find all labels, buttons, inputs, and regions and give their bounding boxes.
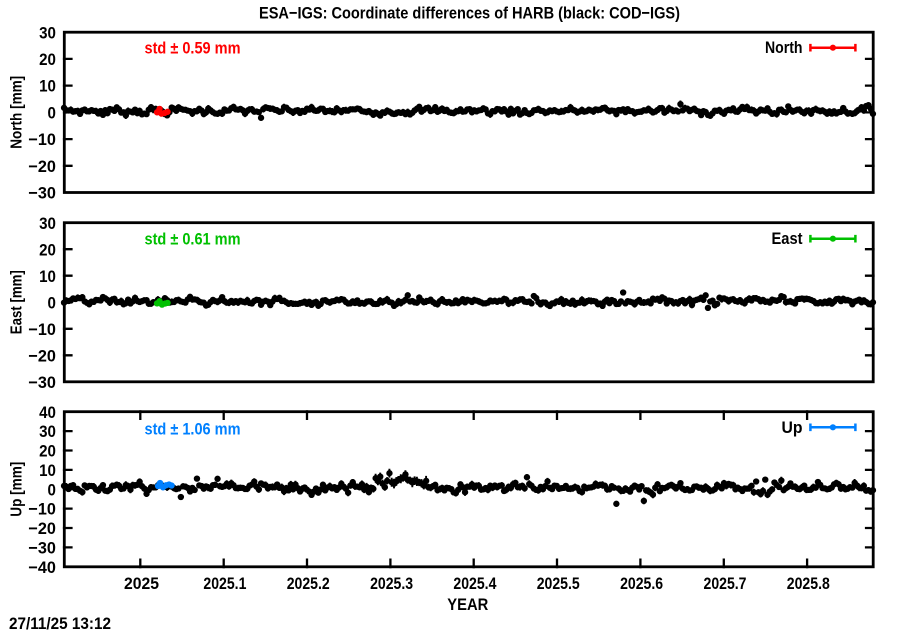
- svg-text:30: 30: [39, 214, 56, 233]
- svg-text:East: East: [772, 229, 803, 248]
- svg-text:10: 10: [39, 461, 56, 480]
- svg-text:2025.8: 2025.8: [787, 574, 830, 593]
- svg-text:20: 20: [39, 50, 56, 69]
- svg-text:std ± 1.06 mm: std ± 1.06 mm: [145, 419, 241, 438]
- svg-text:North: North: [765, 38, 803, 57]
- svg-text:2025.1: 2025.1: [203, 574, 246, 593]
- svg-text:2025.2: 2025.2: [287, 574, 330, 593]
- svg-text:0: 0: [48, 104, 56, 123]
- svg-text:−30: −30: [28, 373, 56, 392]
- svg-text:−40: −40: [28, 558, 56, 577]
- svg-text:10: 10: [39, 77, 56, 96]
- svg-text:2025.4: 2025.4: [453, 574, 496, 593]
- svg-text:−10: −10: [28, 130, 56, 149]
- svg-text:−10: −10: [28, 320, 56, 339]
- svg-text:0: 0: [48, 293, 56, 312]
- svg-text:std ± 0.61 mm: std ± 0.61 mm: [145, 229, 241, 248]
- svg-text:2025.6: 2025.6: [620, 574, 663, 593]
- svg-text:−30: −30: [28, 184, 56, 203]
- svg-text:27/11/25 13:12: 27/11/25 13:12: [9, 614, 111, 630]
- svg-text:−30: −30: [28, 539, 56, 558]
- svg-text:Up [mm]: Up [mm]: [9, 462, 26, 517]
- svg-text:2025: 2025: [124, 574, 159, 593]
- svg-text:20: 20: [39, 442, 56, 461]
- svg-text:2025.3: 2025.3: [370, 574, 413, 593]
- svg-text:−20: −20: [28, 519, 56, 538]
- svg-text:ESA−IGS: Coordinate difference: ESA−IGS: Coordinate differences of HARB …: [259, 4, 680, 23]
- svg-text:30: 30: [39, 422, 56, 441]
- svg-text:North [mm]: North [mm]: [9, 76, 26, 149]
- svg-text:2025.7: 2025.7: [704, 574, 747, 593]
- svg-text:20: 20: [39, 240, 56, 259]
- svg-text:0: 0: [48, 480, 56, 499]
- svg-text:−10: −10: [28, 500, 56, 519]
- svg-text:−20: −20: [28, 346, 56, 365]
- svg-text:YEAR: YEAR: [447, 595, 488, 614]
- svg-text:Up: Up: [782, 418, 803, 437]
- svg-text:−20: −20: [28, 157, 56, 176]
- svg-text:std ± 0.59 mm: std ± 0.59 mm: [145, 39, 241, 58]
- svg-text:10: 10: [39, 267, 56, 286]
- svg-text:2025.5: 2025.5: [537, 574, 580, 593]
- svg-text:30: 30: [39, 23, 56, 42]
- svg-text:40: 40: [39, 403, 56, 422]
- svg-text:East [mm]: East [mm]: [9, 270, 26, 334]
